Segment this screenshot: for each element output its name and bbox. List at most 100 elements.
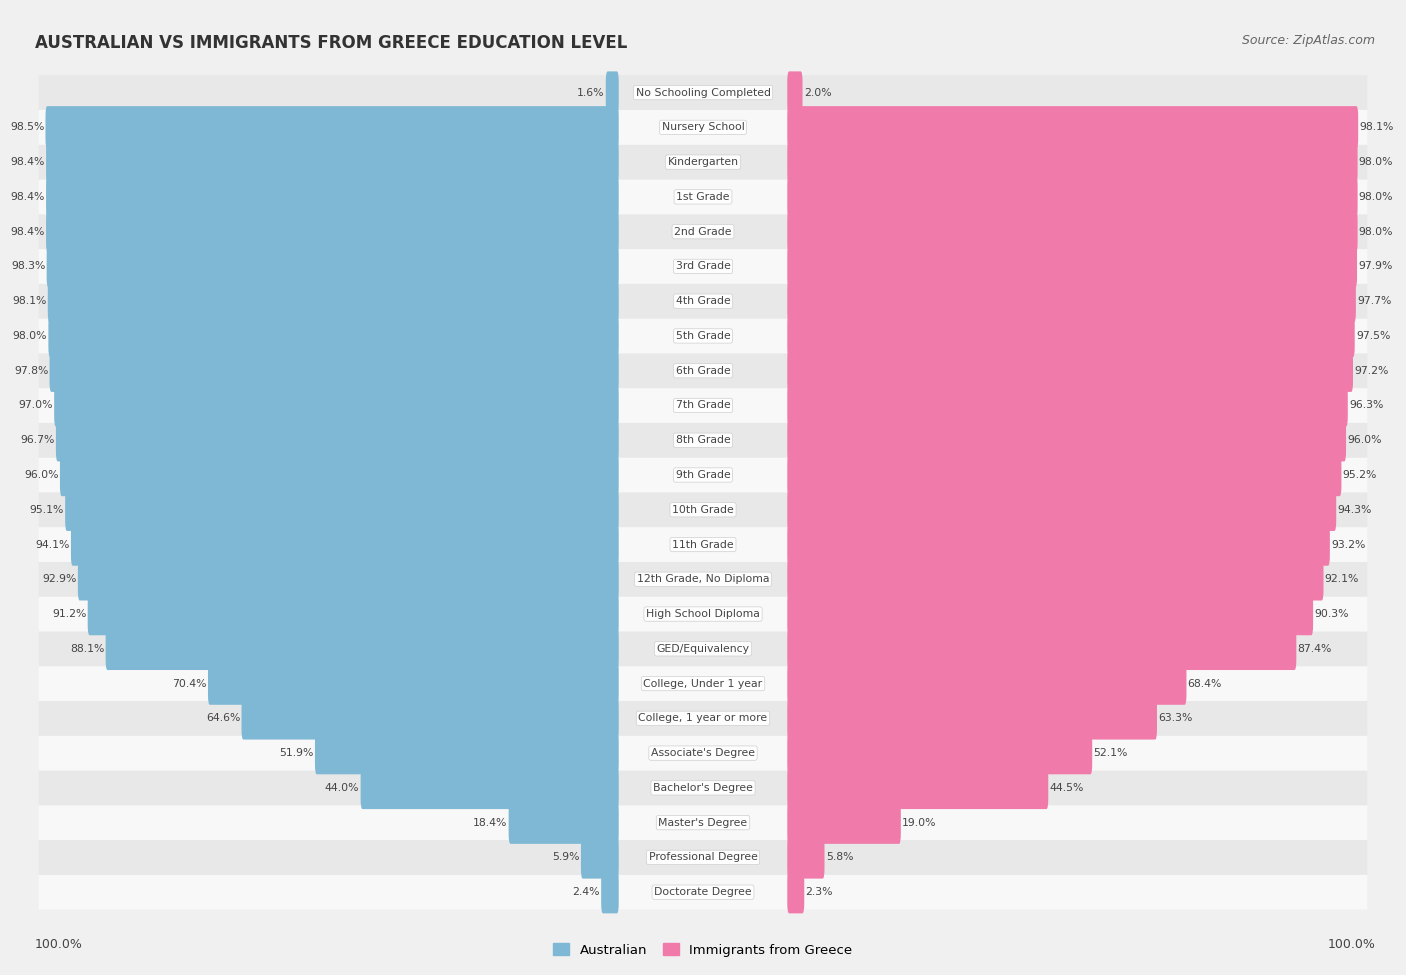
FancyBboxPatch shape <box>315 732 619 774</box>
FancyBboxPatch shape <box>242 697 619 740</box>
FancyBboxPatch shape <box>787 558 1323 601</box>
Text: 97.2%: 97.2% <box>1354 366 1389 375</box>
FancyBboxPatch shape <box>787 211 1358 253</box>
Text: 5.9%: 5.9% <box>553 852 579 863</box>
Text: 91.2%: 91.2% <box>52 609 87 619</box>
Text: 63.3%: 63.3% <box>1159 714 1192 723</box>
FancyBboxPatch shape <box>38 249 1367 284</box>
FancyBboxPatch shape <box>77 558 619 601</box>
Text: 98.4%: 98.4% <box>10 157 45 167</box>
Text: 2.3%: 2.3% <box>806 887 832 897</box>
Text: 97.5%: 97.5% <box>1355 331 1391 341</box>
FancyBboxPatch shape <box>48 280 619 323</box>
FancyBboxPatch shape <box>38 770 1367 805</box>
FancyBboxPatch shape <box>787 106 1358 148</box>
FancyBboxPatch shape <box>38 597 1367 632</box>
Text: 12th Grade, No Diploma: 12th Grade, No Diploma <box>637 574 769 584</box>
Text: 98.0%: 98.0% <box>1358 192 1393 202</box>
FancyBboxPatch shape <box>38 110 1367 144</box>
Text: 3rd Grade: 3rd Grade <box>675 261 731 271</box>
Text: 98.5%: 98.5% <box>10 122 44 133</box>
FancyBboxPatch shape <box>46 245 619 288</box>
FancyBboxPatch shape <box>38 632 1367 666</box>
Text: 98.1%: 98.1% <box>13 296 46 306</box>
FancyBboxPatch shape <box>787 628 1296 670</box>
FancyBboxPatch shape <box>87 593 619 636</box>
FancyBboxPatch shape <box>38 562 1367 597</box>
FancyBboxPatch shape <box>606 71 619 114</box>
FancyBboxPatch shape <box>70 524 619 566</box>
Text: 90.3%: 90.3% <box>1315 609 1348 619</box>
FancyBboxPatch shape <box>38 492 1367 527</box>
Text: 9th Grade: 9th Grade <box>676 470 730 480</box>
Text: 100.0%: 100.0% <box>35 938 83 951</box>
Text: 96.3%: 96.3% <box>1348 401 1384 410</box>
Text: Associate's Degree: Associate's Degree <box>651 748 755 759</box>
Text: 97.7%: 97.7% <box>1357 296 1392 306</box>
Text: 68.4%: 68.4% <box>1188 679 1222 688</box>
Text: GED/Equivalency: GED/Equivalency <box>657 644 749 654</box>
FancyBboxPatch shape <box>46 141 619 183</box>
Text: College, Under 1 year: College, Under 1 year <box>644 679 762 688</box>
FancyBboxPatch shape <box>38 388 1367 423</box>
Text: 19.0%: 19.0% <box>903 818 936 828</box>
FancyBboxPatch shape <box>787 245 1357 288</box>
FancyBboxPatch shape <box>48 315 619 357</box>
Text: 5.8%: 5.8% <box>825 852 853 863</box>
FancyBboxPatch shape <box>38 527 1367 562</box>
FancyBboxPatch shape <box>105 628 619 670</box>
Text: College, 1 year or more: College, 1 year or more <box>638 714 768 723</box>
Text: 98.0%: 98.0% <box>1358 226 1393 237</box>
FancyBboxPatch shape <box>38 284 1367 319</box>
Text: 52.1%: 52.1% <box>1094 748 1128 759</box>
Text: AUSTRALIAN VS IMMIGRANTS FROM GREECE EDUCATION LEVEL: AUSTRALIAN VS IMMIGRANTS FROM GREECE EDU… <box>35 34 627 52</box>
FancyBboxPatch shape <box>787 593 1313 636</box>
Text: 92.1%: 92.1% <box>1324 574 1360 584</box>
FancyBboxPatch shape <box>38 319 1367 353</box>
Text: 97.8%: 97.8% <box>14 366 48 375</box>
FancyBboxPatch shape <box>45 106 619 148</box>
FancyBboxPatch shape <box>46 211 619 253</box>
Text: 98.3%: 98.3% <box>11 261 45 271</box>
FancyBboxPatch shape <box>38 423 1367 457</box>
FancyBboxPatch shape <box>65 488 619 531</box>
FancyBboxPatch shape <box>787 697 1157 740</box>
FancyBboxPatch shape <box>787 488 1336 531</box>
Text: 51.9%: 51.9% <box>280 748 314 759</box>
Text: Doctorate Degree: Doctorate Degree <box>654 887 752 897</box>
Text: 10th Grade: 10th Grade <box>672 505 734 515</box>
Text: 70.4%: 70.4% <box>173 679 207 688</box>
FancyBboxPatch shape <box>38 214 1367 249</box>
Text: 1st Grade: 1st Grade <box>676 192 730 202</box>
FancyBboxPatch shape <box>787 141 1358 183</box>
FancyBboxPatch shape <box>46 176 619 218</box>
Text: 4th Grade: 4th Grade <box>676 296 730 306</box>
FancyBboxPatch shape <box>787 453 1341 496</box>
Legend: Australian, Immigrants from Greece: Australian, Immigrants from Greece <box>554 943 852 956</box>
FancyBboxPatch shape <box>787 419 1346 461</box>
Text: 1.6%: 1.6% <box>576 88 605 98</box>
FancyBboxPatch shape <box>787 766 1049 809</box>
FancyBboxPatch shape <box>787 732 1092 774</box>
Text: 64.6%: 64.6% <box>205 714 240 723</box>
Text: Bachelor's Degree: Bachelor's Degree <box>652 783 754 793</box>
FancyBboxPatch shape <box>602 871 619 914</box>
Text: 44.5%: 44.5% <box>1049 783 1084 793</box>
Text: 98.4%: 98.4% <box>10 192 45 202</box>
FancyBboxPatch shape <box>38 144 1367 179</box>
FancyBboxPatch shape <box>787 384 1348 427</box>
Text: 5th Grade: 5th Grade <box>676 331 730 341</box>
Text: 96.7%: 96.7% <box>20 435 55 446</box>
FancyBboxPatch shape <box>787 280 1355 323</box>
Text: 18.4%: 18.4% <box>472 818 508 828</box>
Text: 6th Grade: 6th Grade <box>676 366 730 375</box>
Text: 96.0%: 96.0% <box>1347 435 1382 446</box>
FancyBboxPatch shape <box>509 801 619 843</box>
FancyBboxPatch shape <box>38 179 1367 214</box>
FancyBboxPatch shape <box>38 353 1367 388</box>
FancyBboxPatch shape <box>787 71 803 114</box>
Text: 11th Grade: 11th Grade <box>672 539 734 550</box>
Text: Source: ZipAtlas.com: Source: ZipAtlas.com <box>1241 34 1375 47</box>
FancyBboxPatch shape <box>38 805 1367 840</box>
FancyBboxPatch shape <box>38 736 1367 770</box>
